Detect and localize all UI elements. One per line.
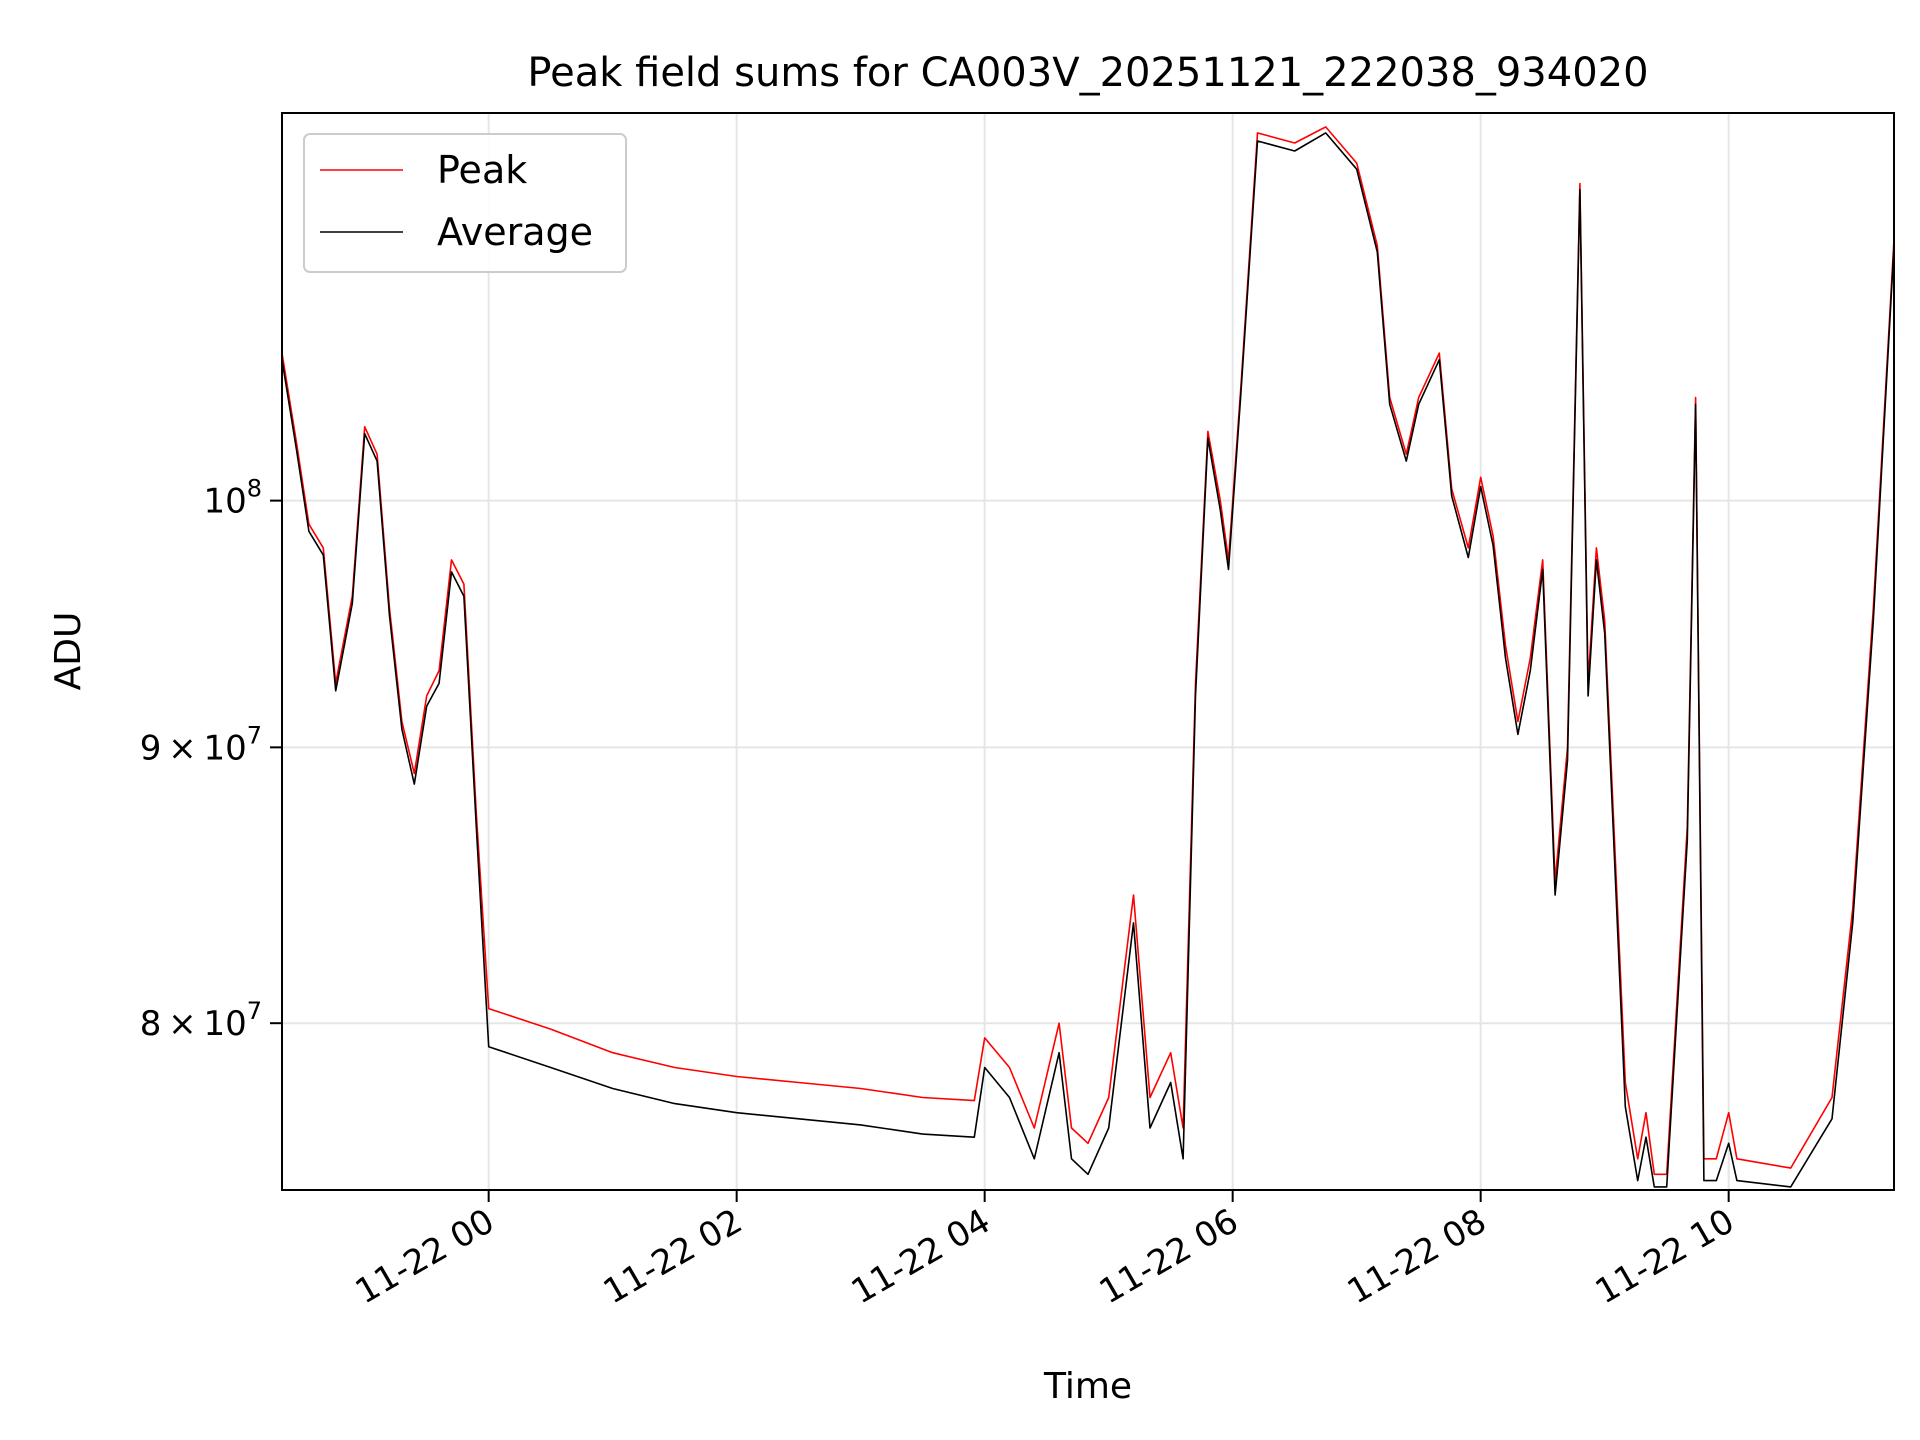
y-tick-label: 9 × 107 — [140, 721, 262, 768]
y-tick-label: 8 × 107 — [140, 997, 262, 1044]
y-tick-label: 108 — [203, 475, 262, 522]
y-axis-label: ADU — [48, 612, 89, 691]
legend: Peak Average — [303, 133, 627, 273]
series-lines — [281, 126, 1895, 1188]
legend-label-average: Average — [437, 210, 593, 254]
grid — [282, 113, 1894, 1190]
y-axis-ticks: 8 × 107 9 × 107 108 — [140, 475, 282, 1044]
plot-frame — [281, 112, 1895, 1191]
x-axis-label: Time — [1043, 1366, 1132, 1407]
legend-label-peak: Peak — [437, 148, 527, 192]
series-line-average — [281, 132, 1895, 1188]
legend-box — [303, 133, 627, 273]
chart-title: Peak field sums for CA003V_20251121_2220… — [527, 50, 1648, 96]
